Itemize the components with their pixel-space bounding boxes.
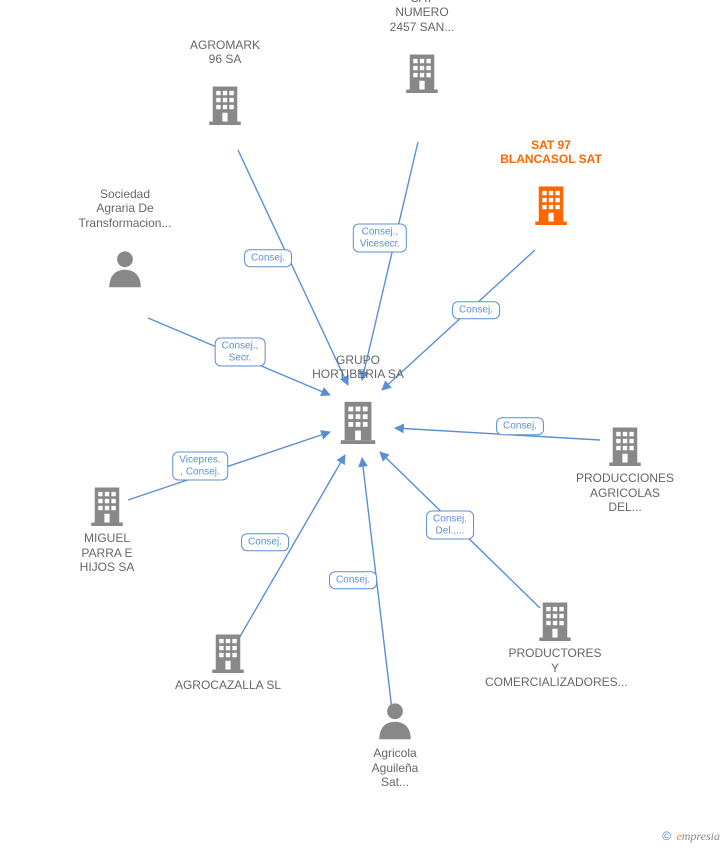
network-diagram: GRUPOHORTIBERIA SA AGROMARK96 SA SATNUME…	[0, 0, 728, 850]
node-sociedad-agraria[interactable]: SociedadAgraria DeTransformacion...	[55, 187, 195, 292]
node-label: SAT 97BLANCASOL SAT	[481, 138, 621, 167]
node-label: SociedadAgraria DeTransformacion...	[55, 187, 195, 230]
building-icon	[530, 214, 572, 228]
building-icon	[401, 82, 443, 96]
node-miguel-parra[interactable]: MIGUELPARRA EHIJOS SA	[37, 484, 177, 575]
building-icon	[207, 662, 249, 676]
edge-label: Consej.	[329, 571, 377, 589]
node-productores-comercializadores[interactable]: PRODUCTORESYCOMERCIALIZADORES...	[485, 599, 625, 690]
node-agromark[interactable]: AGROMARK96 SA	[155, 38, 295, 129]
node-agrocazalla[interactable]: AGROCAZALLA SL	[158, 631, 298, 693]
edge-label: Consej.	[241, 533, 289, 551]
node-label: AGROCAZALLA SL	[158, 678, 298, 692]
node-label: AgricolaAguileñaSat...	[325, 746, 465, 789]
node-label: PRODUCCIONESAGRICOLASDEL...	[555, 471, 695, 514]
node-producciones-agricolas[interactable]: PRODUCCIONESAGRICOLASDEL...	[555, 424, 695, 515]
edge-label: Consej.	[244, 249, 292, 267]
edge-label: Consej.	[452, 301, 500, 319]
footer-credit: © empresia	[662, 829, 720, 844]
person-icon	[374, 730, 416, 744]
building-icon	[86, 515, 128, 529]
node-grupo-hortiberia[interactable]: GRUPOHORTIBERIA SA	[288, 353, 428, 448]
edge-label: Vicepres. , Consej.	[172, 452, 228, 481]
brand-rest: mpresia	[682, 829, 720, 843]
building-icon	[604, 455, 646, 469]
node-label: SATNUMERO2457 SAN...	[352, 0, 492, 34]
copyright-symbol: ©	[662, 829, 671, 843]
edge-line	[362, 142, 418, 380]
node-label: AGROMARK96 SA	[155, 38, 295, 67]
node-sat-numero[interactable]: SATNUMERO2457 SAN...	[352, 0, 492, 96]
node-agricola-aguilena[interactable]: AgricolaAguileñaSat...	[325, 699, 465, 790]
building-icon	[534, 630, 576, 644]
person-icon	[104, 278, 146, 292]
node-label: MIGUELPARRA EHIJOS SA	[37, 531, 177, 574]
edge-label: Consej., Secr.	[215, 338, 266, 367]
edge-label: Consej., Vicesecr.	[353, 224, 407, 253]
edge-label: Consej.	[496, 417, 544, 435]
node-label: GRUPOHORTIBERIA SA	[288, 353, 428, 382]
node-sat-97[interactable]: SAT 97BLANCASOL SAT	[481, 138, 621, 229]
building-icon	[204, 114, 246, 128]
building-icon	[335, 433, 381, 447]
edge-label: Consej. Del.,...	[426, 511, 474, 540]
node-label: PRODUCTORESYCOMERCIALIZADORES...	[485, 646, 625, 689]
